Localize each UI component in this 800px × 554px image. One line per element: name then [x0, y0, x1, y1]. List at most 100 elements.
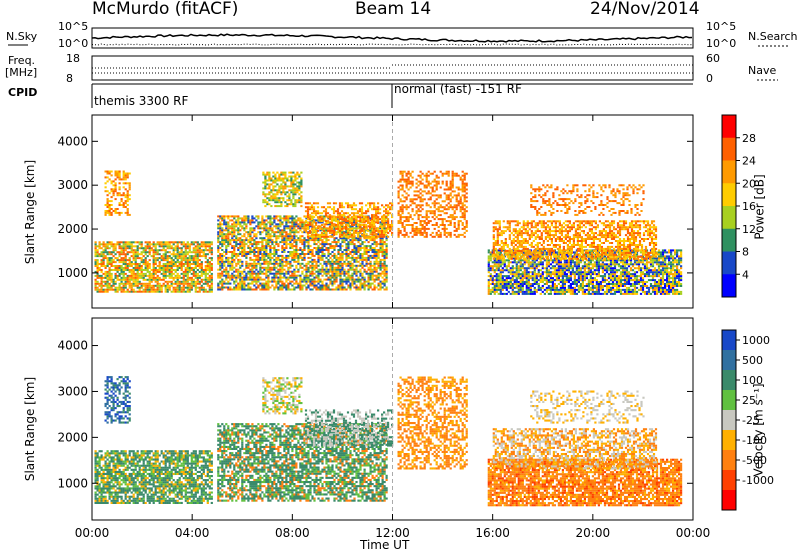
power-cell: [329, 289, 331, 291]
power-cell: [125, 188, 127, 190]
power-cell: [287, 279, 289, 281]
power-cell: [273, 273, 275, 275]
power-cell: [151, 291, 153, 293]
power-cell: [406, 220, 408, 222]
power-cell: [424, 220, 426, 222]
power-cell: [147, 261, 149, 263]
power-cell: [389, 206, 391, 208]
power-cell: [111, 277, 113, 279]
power-cell: [143, 247, 145, 249]
power-cell: [410, 216, 412, 218]
power-cell: [211, 257, 213, 259]
power-cell: [286, 185, 288, 187]
power-cell: [167, 257, 169, 259]
power-cell: [219, 275, 221, 277]
power-cell: [107, 194, 109, 196]
power-cell: [378, 257, 380, 259]
power-cell: [207, 259, 209, 261]
power-cell: [488, 289, 490, 291]
power-cell: [424, 185, 426, 187]
power-cell: [444, 218, 446, 220]
power-cell: [389, 226, 391, 228]
power-cell: [307, 267, 309, 269]
power-cell: [153, 279, 155, 281]
power-cell: [416, 222, 418, 224]
power-cell: [264, 174, 266, 176]
power-cell: [143, 277, 145, 279]
power-cell: [462, 228, 464, 230]
power-cell: [270, 183, 272, 185]
power-cell: [187, 273, 189, 275]
power-cell: [207, 273, 209, 275]
power-cell: [185, 267, 187, 269]
power-cell: [259, 223, 261, 225]
power-cell: [115, 186, 117, 188]
power-cell: [347, 216, 349, 218]
power-cell: [275, 275, 277, 277]
power-cell: [181, 241, 183, 243]
power-cell: [275, 277, 277, 279]
power-cell: [107, 253, 109, 255]
power-cell: [323, 273, 325, 275]
power-cell: [366, 263, 368, 265]
power-cell: [333, 277, 335, 279]
power-cell: [341, 281, 343, 283]
power-cell: [442, 181, 444, 183]
power-cell: [111, 200, 113, 202]
power-cell: [239, 281, 241, 283]
power-cell: [268, 191, 270, 193]
power-cell: [175, 269, 177, 271]
power-cell: [109, 251, 111, 253]
power-cell: [267, 229, 269, 231]
power-cell: [295, 239, 297, 241]
power-cell: [287, 215, 289, 217]
power-cell: [285, 219, 287, 221]
power-cell: [289, 275, 291, 277]
power-cell: [496, 267, 498, 269]
power-cell: [245, 289, 247, 291]
power-cell: [237, 273, 239, 275]
power-cell: [225, 223, 227, 225]
power-cell: [386, 253, 388, 255]
power-cell: [406, 181, 408, 183]
power-cell: [217, 247, 219, 249]
power-cell: [233, 287, 235, 289]
power-cell: [217, 283, 219, 285]
power-cell: [129, 265, 131, 267]
power-cell: [384, 227, 386, 229]
power-cell: [422, 224, 424, 226]
power-cell: [331, 289, 333, 291]
power-cell: [402, 179, 404, 181]
power-cell: [351, 279, 353, 281]
power-cell: [293, 289, 295, 291]
power-cell: [217, 249, 219, 251]
power-cell: [268, 185, 270, 187]
power-cell: [343, 289, 345, 291]
power-cell: [125, 202, 127, 204]
power-cell: [307, 236, 309, 238]
power-cell: [309, 216, 311, 218]
power-cell: [251, 221, 253, 223]
power-cell: [349, 263, 351, 265]
power-cell: [432, 187, 434, 189]
power-cell: [404, 206, 406, 208]
power-cell: [282, 199, 284, 201]
power-cell: [386, 243, 388, 245]
power-cell: [209, 243, 211, 245]
power-cell: [349, 285, 351, 287]
power-cell: [155, 257, 157, 259]
power-cell: [290, 189, 292, 191]
power-cell: [133, 285, 135, 287]
power-cell: [359, 273, 361, 275]
power-cell: [263, 259, 265, 261]
power-cell: [255, 241, 257, 243]
power-cell: [269, 237, 271, 239]
power-cell: [119, 245, 121, 247]
power-cell: [185, 257, 187, 259]
power-cell: [283, 235, 285, 237]
power-cell: [195, 247, 197, 249]
power-cell: [159, 287, 161, 289]
power-cell: [277, 255, 279, 257]
power-cell: [456, 208, 458, 210]
power-cell: [361, 277, 363, 279]
